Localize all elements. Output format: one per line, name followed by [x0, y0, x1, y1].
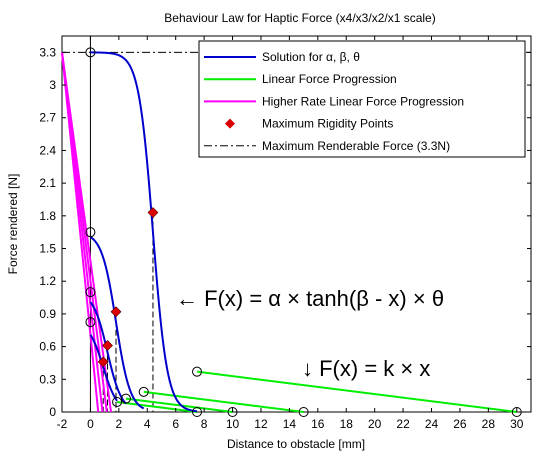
x-tick-label: 20 [368, 417, 382, 431]
legend-items: Solution for α, β, θ Linear Force Progres… [204, 50, 464, 153]
x-tick-label: 0 [87, 417, 94, 431]
circle-marker [85, 317, 96, 328]
x-tick-label: 2 [116, 417, 123, 431]
tanh-solution-curve [89, 301, 127, 405]
y-tick-label: 2.4 [39, 143, 56, 157]
x-tick-label: 26 [453, 417, 467, 431]
y-tick-label: 1.8 [39, 209, 56, 223]
higher-rate-line [61, 52, 113, 413]
y-tick-label: 0.9 [39, 307, 56, 321]
x-tick-label: 14 [283, 417, 297, 431]
rigidity-point-marker [110, 306, 122, 318]
x-tick-label: 28 [482, 417, 496, 431]
circle-marker [85, 227, 96, 238]
y-tick-label: 1.2 [39, 274, 56, 288]
x-tick-label: 18 [340, 417, 354, 431]
y-tick-label: 0.3 [39, 372, 56, 386]
y-tick-label: 0.6 [39, 340, 56, 354]
circle-marker [85, 287, 96, 298]
legend-label: Higher Rate Linear Force Progression [262, 94, 464, 108]
y-tick-label: 3.3 [39, 45, 56, 59]
legend-label: Maximum Renderable Force (3.3N) [262, 139, 450, 153]
tanh-solution-curve [90, 51, 198, 413]
x-tick-label: 22 [396, 417, 410, 431]
circle-marker [85, 47, 96, 58]
linear-progression-line [196, 370, 517, 413]
circle-marker [138, 386, 149, 397]
legend: Solution for α, β, θ Linear Force Progres… [198, 40, 526, 158]
x-tick-label: 24 [425, 417, 439, 431]
x-tick-label: 10 [226, 417, 240, 431]
x-tick-label: -2 [57, 417, 68, 431]
legend-label: Linear Force Progression [262, 72, 397, 86]
tanh-solution-curve [89, 334, 118, 402]
legend-label: Maximum Rigidity Points [262, 117, 393, 131]
tanh-formula-annotation: ← F(x) = α × tanh(β - x) × θ [176, 286, 444, 311]
x-axis-ticks: -2 0 2 4 6 8 10 12 14 16 18 20 22 24 26 28 30 [57, 36, 524, 431]
linear-formula-annotation: ↓ F(x) = k × x [302, 356, 430, 381]
tanh-solution-curve [89, 236, 145, 410]
y-axis-ticks: 0 0.3 0.6 0.9 1.2 1.5 1.8 2.1 2.4 2.7 3 3.3 [39, 45, 531, 419]
y-axis-label: Force rendered [N] [6, 174, 20, 275]
linear-progression-line [125, 397, 233, 413]
circle-marker [511, 407, 522, 417]
circle-marker [192, 407, 203, 417]
x-tick-label: 6 [172, 417, 179, 431]
linear-progression-line [116, 400, 198, 413]
legend-label: Solution for α, β, θ [262, 50, 360, 64]
legend-marker [225, 118, 235, 129]
y-tick-label: 2.7 [39, 111, 56, 125]
x-tick-label: 8 [201, 417, 208, 431]
circle-marker [112, 396, 123, 407]
linear-progression-line [143, 390, 304, 413]
x-tick-label: 30 [510, 417, 524, 431]
rigidity-point-marker [102, 340, 113, 351]
y-tick-label: 3 [49, 78, 56, 92]
y-tick-label: 1.5 [39, 242, 56, 256]
chart-title: Behaviour Law for Haptic Force (x4/x3/x2… [164, 11, 435, 25]
x-tick-label: 4 [144, 417, 151, 431]
circle-marker [192, 366, 203, 377]
legend-box [198, 40, 526, 158]
x-axis-label: Distance to obstacle [mm] [227, 437, 365, 451]
circle-marker [298, 407, 309, 417]
rigidity-point-marker [147, 207, 159, 218]
rigidity-point-marker [97, 356, 109, 368]
y-tick-label: 0 [49, 405, 56, 419]
y-tick-label: 2.1 [39, 176, 56, 190]
x-tick-label: 16 [311, 417, 325, 431]
circle-marker [120, 393, 131, 404]
x-tick-label: 12 [254, 417, 268, 431]
circle-marker [227, 407, 238, 417]
